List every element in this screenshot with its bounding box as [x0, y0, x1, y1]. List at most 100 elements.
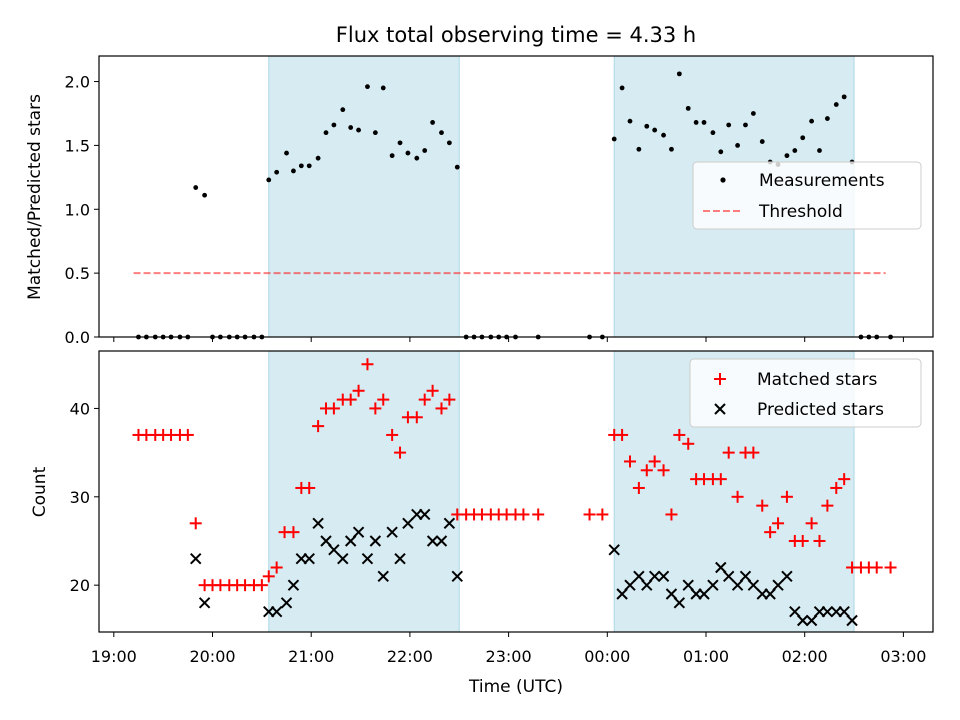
- bottom-xtick-label-4: 23:00: [486, 647, 532, 666]
- measurement-point-7: [193, 185, 199, 190]
- measurement-point-21: [306, 163, 312, 169]
- legend-predicted-marker: [714, 403, 726, 415]
- predicted-point-17: [386, 526, 398, 538]
- measurement-point-8: [202, 192, 208, 198]
- matched-points: [132, 358, 897, 592]
- matched-point-35: [418, 393, 431, 406]
- matched-point-64: [714, 473, 727, 486]
- measurement-point-61: [701, 120, 707, 125]
- matched-point-70: [764, 526, 777, 539]
- predicted-point-0: [190, 552, 202, 565]
- predicted-point-39: [715, 561, 727, 574]
- top-x-ticks: [113, 337, 904, 342]
- matched-point-71: [772, 517, 785, 530]
- legend-threshold-label: Threshold: [758, 202, 843, 222]
- bottom-xtick-label-2: 21:00: [288, 647, 334, 666]
- predicted-point-41: [731, 579, 744, 591]
- measurement-point-33: [405, 150, 411, 156]
- matched-point-84: [884, 561, 897, 574]
- bottom-axes-frame: [98, 350, 934, 633]
- predicted-point-8: [312, 517, 324, 530]
- top-ytick-label-2: 1.0: [65, 200, 90, 219]
- predicted-point-13: [352, 526, 365, 538]
- measurement-point-72: [792, 148, 798, 153]
- predicted-point-32: [657, 570, 670, 583]
- measurement-point-78: [841, 94, 847, 100]
- measurement-point-67: [750, 111, 756, 116]
- measurement-point-62: [710, 130, 716, 136]
- legend-measurements-label: Measurements: [759, 171, 885, 191]
- predicted-point-15: [369, 535, 382, 547]
- predicted-point-23: [435, 535, 448, 547]
- figure-title: Flux total observing time = 4.33 h: [336, 23, 696, 47]
- matched-point-17: [270, 561, 283, 574]
- measurement-point-52: [627, 118, 633, 124]
- predicted-point-10: [328, 544, 340, 556]
- predicted-point-49: [797, 614, 809, 627]
- predicted-point-40: [722, 570, 735, 583]
- predicted-point-45: [764, 588, 776, 600]
- predicted-point-1: [198, 597, 211, 609]
- matched-point-27: [352, 384, 365, 397]
- predicted-point-35: [682, 579, 694, 591]
- predicted-point-25: [451, 570, 463, 583]
- predicted-point-9: [320, 535, 332, 547]
- measurement-point-74: [809, 118, 815, 124]
- matched-point-83: [870, 561, 883, 574]
- measurement-point-64: [726, 122, 732, 128]
- matched-point-31: [386, 428, 399, 441]
- predicted-point-50: [805, 614, 818, 627]
- matched-point-79: [838, 473, 851, 486]
- legend-predicted-label: Predicted stars: [757, 400, 884, 420]
- measurement-point-66: [743, 122, 748, 128]
- measurement-point-58: [676, 71, 682, 77]
- matched-point-47: [517, 508, 530, 521]
- matched-point-69: [756, 499, 769, 512]
- predicted-point-52: [821, 605, 834, 618]
- predicted-point-29: [633, 570, 645, 583]
- matched-point-37: [435, 402, 448, 415]
- bottom-y-ticks: 20 30 40: [70, 399, 99, 595]
- matched-point-56: [648, 455, 661, 468]
- top-legend-box: [692, 161, 922, 230]
- bottom-panel: 20 30 40 19:00 20:00 21:00 22:00 23:00 00:00 01:…: [30, 350, 934, 697]
- x-axis-label: Time (UTC): [468, 677, 563, 697]
- measurement-point-16: [266, 177, 272, 183]
- predicted-point-18: [394, 552, 406, 565]
- measurement-point-65: [735, 143, 740, 148]
- measurement-point-63: [718, 149, 724, 155]
- measurement-point-32: [397, 140, 403, 146]
- measurement-point-39: [454, 164, 460, 170]
- matched-point-28: [361, 358, 374, 371]
- matched-point-52: [616, 428, 629, 441]
- matched-point-26: [344, 393, 357, 406]
- predicted-point-11: [337, 552, 349, 565]
- matched-point-78: [830, 481, 843, 494]
- predicted-point-27: [616, 588, 628, 600]
- bottom-legend: Matched stars Predicted stars: [689, 358, 922, 428]
- predicted-point-47: [781, 570, 793, 583]
- measurement-point-34: [414, 155, 420, 161]
- bottom-xtick-label-7: 02:00: [782, 647, 828, 666]
- bottom-y-axis-label: Count: [30, 466, 50, 517]
- measurement-point-71: [784, 153, 790, 159]
- bottom-xtick-label-8: 03:00: [880, 647, 926, 666]
- measurement-point-26: [348, 125, 354, 130]
- matched-point-55: [640, 464, 653, 477]
- predicted-points: [190, 508, 858, 627]
- measurement-point-29: [372, 130, 378, 136]
- measurement-point-38: [446, 140, 452, 146]
- top-legend: Measurements Threshold: [692, 161, 922, 230]
- top-axes-frame: [98, 55, 934, 338]
- legend-matched-label: Matched stars: [757, 370, 877, 390]
- top-ytick-label-4: 2.0: [65, 73, 90, 92]
- matched-point-15: [255, 579, 268, 592]
- matched-point-74: [796, 534, 809, 547]
- measurement-point-20: [298, 163, 304, 169]
- bottom-xtick-label-5: 00:00: [584, 647, 630, 666]
- bottom-ytick-label-1: 30: [70, 488, 90, 507]
- matched-point-66: [731, 490, 744, 503]
- top-shades-interval-0: [268, 55, 460, 338]
- predicted-point-5: [287, 579, 300, 591]
